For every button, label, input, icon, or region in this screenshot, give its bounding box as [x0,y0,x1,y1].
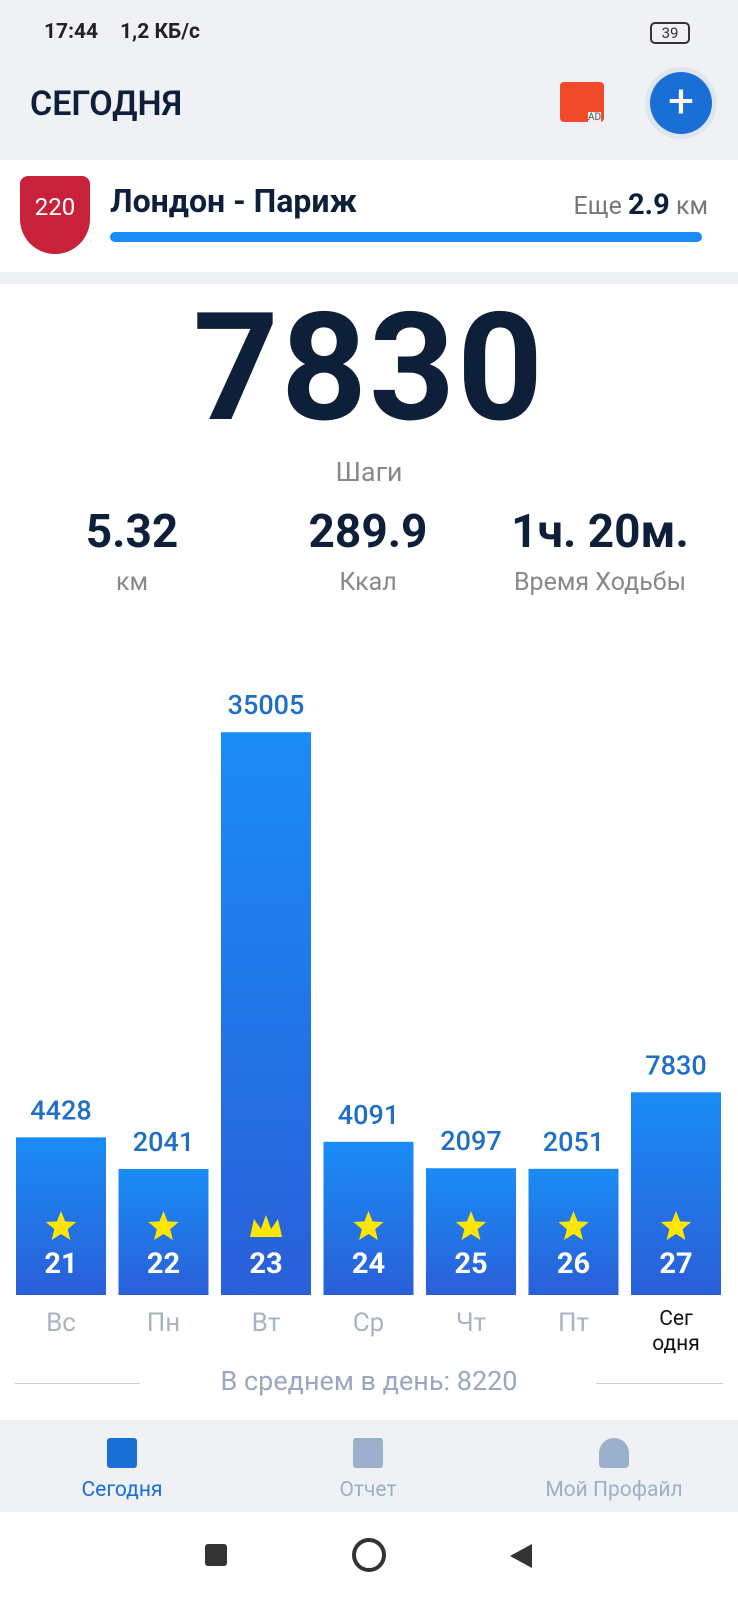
bar [631,1092,721,1295]
average: В среднем в день: 8220 [220,1365,518,1397]
bar-value: 2051 [543,1126,604,1158]
top-area [0,0,738,160]
recents-button[interactable] [205,1544,227,1566]
stat-label: Ккал [339,568,397,597]
bar-date: 26 [557,1247,590,1281]
star-icon [148,1211,179,1240]
weekly-chart: 4428 21 Вс 2041 22 Пн 35005 23 Вт 4091 24 Ср 2097 25 Ч… [16,689,721,1356]
x-tick-label: Чт [456,1308,486,1338]
bar-value: 2097 [440,1125,501,1157]
nav-label[interactable]: Отчет [339,1478,397,1502]
back-button[interactable] [508,1542,534,1570]
divider [0,272,738,284]
bar-date: 23 [249,1247,282,1281]
bar-date: 25 [454,1247,487,1281]
home-button[interactable] [352,1538,386,1572]
stat-value: 1ч. 20м. [511,505,689,559]
status-speed: 1,2 КБ/с [120,20,200,44]
x-tick-label: Вс [46,1308,76,1338]
x-tick-label: Сег одня [652,1307,700,1356]
bar-value: 7830 [645,1049,706,1081]
nav-icon[interactable] [353,1438,383,1468]
bar [221,732,311,1295]
stat-label: Время Ходьбы [513,568,687,597]
x-tick-label: Вт [252,1308,281,1338]
stat-label: км [115,568,149,597]
challenge-name: Лондон - Париж [110,182,357,220]
avg-rule [596,1383,723,1384]
nav-icon[interactable] [107,1438,137,1468]
steps-value: 7830 [192,280,546,456]
star-icon [558,1211,589,1240]
bar-date: 24 [352,1247,385,1281]
remaining-unit: км [675,192,708,221]
add-button[interactable]: + [650,72,712,134]
bar-value: 4428 [30,1094,91,1126]
x-tick-label: Пн [147,1308,181,1338]
steps-label: Шаги [335,456,403,488]
battery: 39 [650,22,690,44]
star-icon [660,1211,692,1240]
challenge-card[interactable] [0,160,738,272]
bar-value: 4091 [338,1099,399,1131]
challenge-remaining: Еще 2.9 км [574,188,708,222]
star-icon [353,1211,384,1240]
challenge-progress [110,232,702,242]
bar-date: 21 [44,1247,77,1281]
x-tick-label: Пт [558,1308,589,1338]
bar-date: 27 [659,1247,692,1281]
stat-value: 5.32 [85,505,179,559]
stat-value: 289.9 [308,505,428,559]
star-icon [455,1211,487,1240]
crown-icon [250,1215,282,1237]
nav-label[interactable]: Мой Профайл [545,1478,683,1502]
avg-rule [15,1383,140,1384]
bar-date: 22 [147,1247,180,1281]
nav-icon[interactable] [599,1438,629,1468]
challenge-badge: 220 [20,176,90,254]
remaining-value: 2.9 [628,188,670,222]
remaining-prefix: Еще [573,192,622,221]
star-icon [45,1211,77,1240]
ad-label: AD [588,112,602,123]
bar-value: 2041 [133,1126,194,1158]
page-title: СЕГОДНЯ [30,84,183,124]
x-tick-label: Ср [353,1308,385,1338]
status-time: 17:44 [44,20,99,44]
bar-value: 35005 [228,689,305,721]
nav-label[interactable]: Сегодня [81,1478,163,1502]
